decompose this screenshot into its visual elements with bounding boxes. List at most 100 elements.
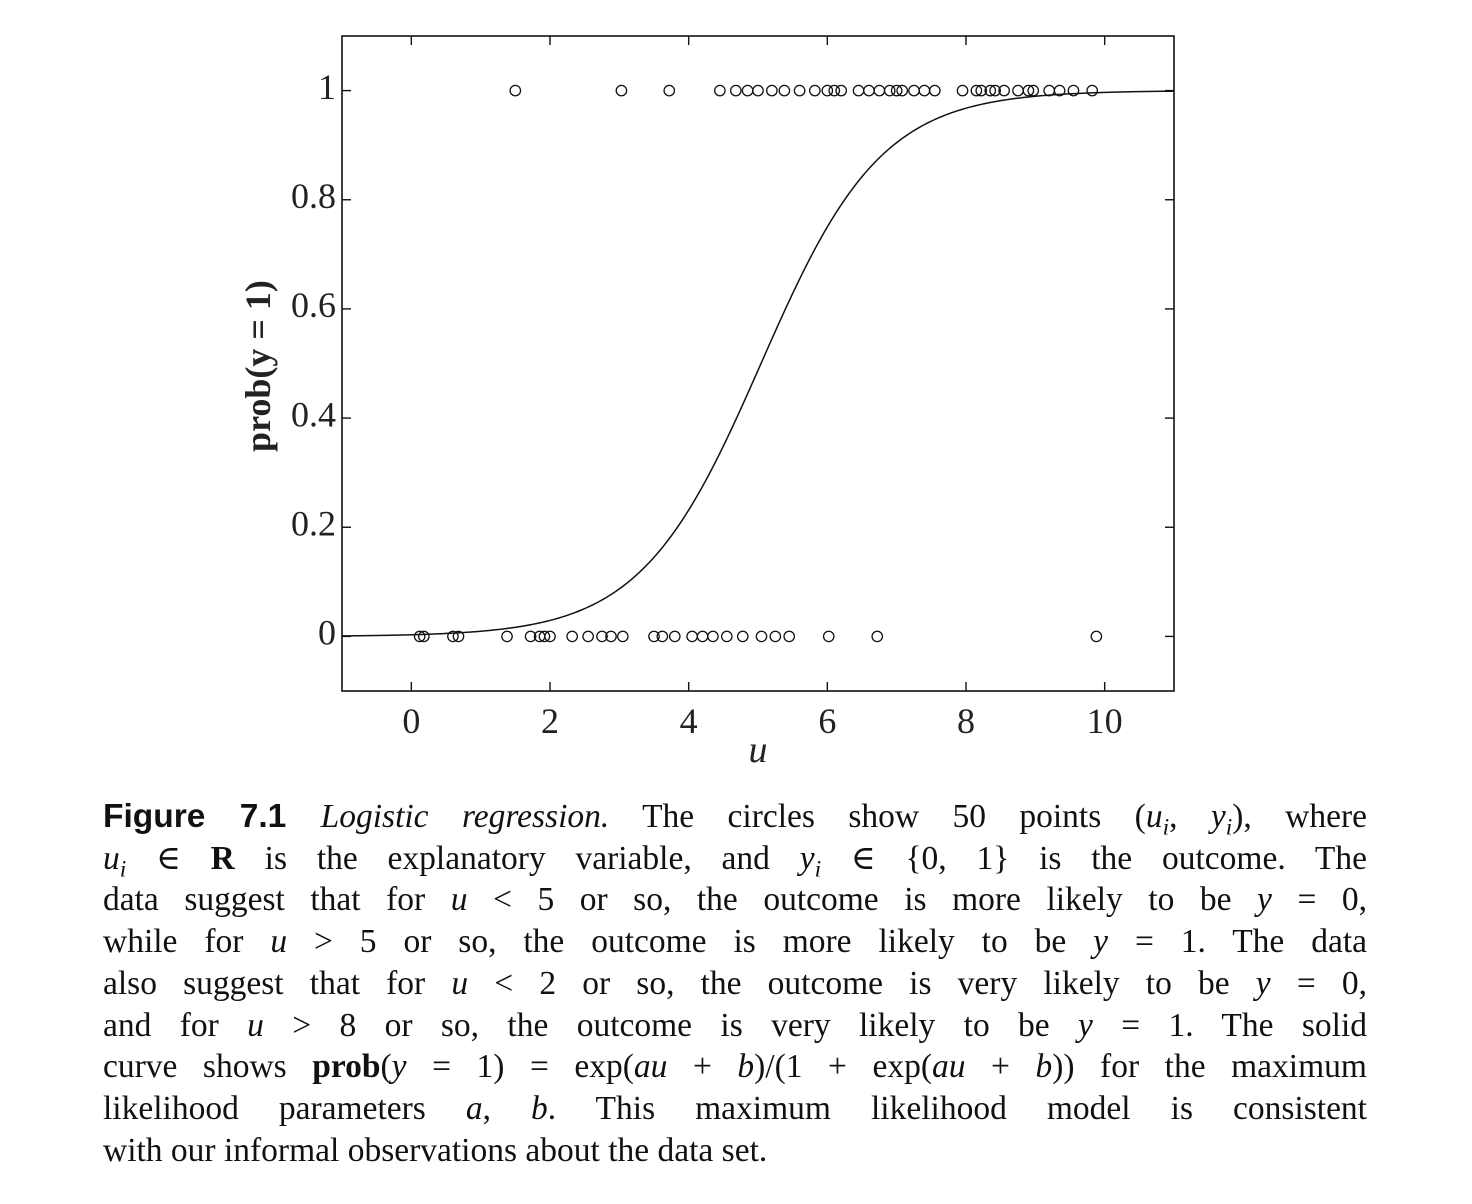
x-tick-label: 8 (957, 701, 975, 741)
x-tick-label: 4 (680, 701, 698, 741)
data-point (784, 631, 794, 641)
axis-ticks (342, 36, 1174, 691)
caption-segment: data suggest that for (103, 881, 451, 918)
y-tick-label: 0.8 (291, 176, 336, 216)
data-point (687, 631, 697, 641)
data-point (824, 631, 834, 641)
data-point (853, 85, 863, 95)
caption-segment: u (103, 840, 120, 877)
data-point (957, 85, 967, 95)
caption-segment: is the explanatory variable, and (235, 840, 800, 877)
caption-segment: y (800, 840, 815, 877)
caption-segment: y (1257, 881, 1272, 918)
data-point (756, 631, 766, 641)
caption-segment: > 5 or so, the outcome is more likely to… (287, 923, 1093, 960)
data-point (864, 85, 874, 95)
y-tick-label: 0.4 (291, 394, 336, 434)
caption-segment: = 1) = exp( (407, 1048, 634, 1085)
caption-line: ui ∈ R is the explanatory variable, and … (103, 838, 1367, 880)
caption-segment: b (531, 1090, 548, 1127)
x-tick-label: 6 (818, 701, 836, 741)
data-point (810, 85, 820, 95)
data-point (708, 631, 718, 641)
data-point (618, 631, 628, 641)
data-points (414, 85, 1101, 641)
caption-segment: u (247, 1007, 264, 1044)
figure-caption: Figure 7.1 Logistic regression. The circ… (103, 796, 1367, 1171)
caption-line: likelihood parameters a, b. This maximum… (103, 1088, 1367, 1130)
data-point (567, 631, 577, 641)
y-axis-label-text: prob(y = 1) (238, 280, 278, 452)
data-point (731, 85, 741, 95)
caption-segment: u (270, 923, 287, 960)
caption-segment: , (1169, 798, 1211, 835)
caption-segment: ( (381, 1048, 392, 1085)
caption-segment: < 5 or so, the outcome is more likely to… (467, 881, 1257, 918)
data-point (919, 85, 929, 95)
data-point (1013, 85, 1023, 95)
data-point (779, 85, 789, 95)
caption-segment: R (211, 840, 235, 877)
data-point (836, 85, 846, 95)
caption-line: data suggest that for u < 5 or so, the o… (103, 879, 1367, 921)
data-point (502, 631, 512, 641)
data-point (872, 631, 882, 641)
caption-segment: y (1256, 965, 1271, 1002)
caption-segment: ∈ (126, 840, 210, 877)
caption-segment: y (1093, 923, 1108, 960)
figure: 0 2 4 6 8 10 0 0.2 0.4 0.6 0.8 1 prob(y = 1) u (0, 0, 1472, 780)
data-point (738, 631, 748, 641)
caption-segment: + (667, 1048, 737, 1085)
y-tick-label: 1 (318, 67, 336, 107)
caption-segment: The circles show 50 points ( (609, 798, 1146, 835)
caption-segment: b (1035, 1048, 1052, 1085)
caption-line: while for u > 5 or so, the outcome is mo… (103, 921, 1367, 963)
data-point (583, 631, 593, 641)
data-point (794, 85, 804, 95)
caption-segment: while for (103, 923, 270, 960)
data-point (670, 631, 680, 641)
caption-segment: b (737, 1048, 754, 1085)
y-tick-label: 0.2 (291, 504, 336, 544)
caption-segment: = 0, (1272, 881, 1367, 918)
caption-segment: prob (312, 1048, 380, 1085)
y-tick-label: 0 (318, 613, 336, 653)
caption-segment: Figure 7.1 (103, 798, 321, 835)
x-tick-label: 2 (541, 701, 559, 741)
caption-line: with our informal observations about the… (103, 1130, 1367, 1172)
caption-segment: = 1. The data (1108, 923, 1367, 960)
x-tick-label: 0 (402, 701, 420, 741)
caption-segment: ∈ {0, 1} is the outcome. The (821, 840, 1367, 877)
caption-segment: )/(1 + exp( (754, 1048, 932, 1085)
caption-segment: + (965, 1048, 1035, 1085)
caption-line: Figure 7.1 Logistic regression. The circ… (103, 796, 1367, 838)
caption-segment: curve shows (103, 1048, 312, 1085)
caption-segment: = 0, (1271, 965, 1367, 1002)
caption-segment: < 2 or so, the outcome is very likely to… (468, 965, 1256, 1002)
data-point (715, 85, 725, 95)
caption-segment: and for (103, 1007, 247, 1044)
caption-segment: u (1146, 798, 1163, 835)
x-axis-label: u (749, 729, 768, 771)
data-point (1044, 85, 1054, 95)
y-axis-label: prob(y = 1) (238, 280, 278, 452)
caption-segment: Logistic regression. (321, 798, 610, 835)
caption-segment: y (1211, 798, 1226, 835)
caption-segment: likelihood parameters (103, 1090, 466, 1127)
data-point (767, 85, 777, 95)
data-point (770, 631, 780, 641)
caption-line: and for u > 8 or so, the outcome is very… (103, 1005, 1367, 1047)
caption-segment: au (932, 1048, 966, 1085)
data-point (510, 85, 520, 95)
caption-segment: . This maximum likelihood model is consi… (548, 1090, 1367, 1127)
data-point (664, 85, 674, 95)
caption-segment: y (392, 1048, 407, 1085)
data-point (1091, 631, 1101, 641)
caption-segment: au (634, 1048, 668, 1085)
data-point (909, 85, 919, 95)
data-point (742, 85, 752, 95)
data-point (697, 631, 707, 641)
x-tick-label: 10 (1087, 701, 1123, 741)
data-point (722, 631, 732, 641)
caption-segment: also suggest that for (103, 965, 451, 1002)
